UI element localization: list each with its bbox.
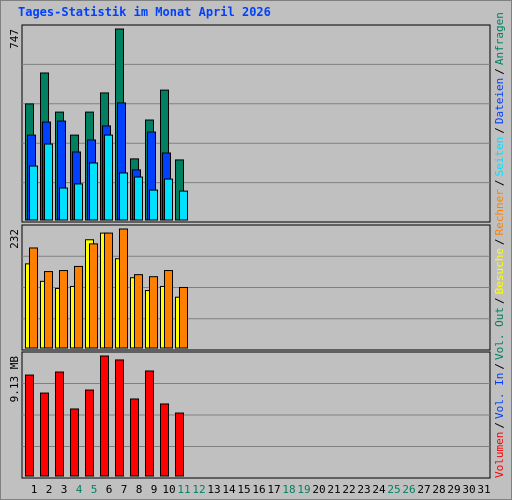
bar <box>175 412 184 477</box>
legend-separator: / <box>493 68 506 75</box>
bar <box>149 276 158 349</box>
legend-entry: Dateien <box>493 78 506 124</box>
x-tick-label: 15 <box>237 483 250 496</box>
bar <box>130 398 139 477</box>
x-tick-label: 21 <box>327 483 340 496</box>
bar <box>55 371 64 477</box>
x-tick-label: 20 <box>312 483 325 496</box>
bar <box>149 189 158 221</box>
legend-separator: / <box>493 238 506 245</box>
bar <box>89 162 98 221</box>
x-tick-label: 4 <box>76 483 83 496</box>
x-tick-label: 29 <box>447 483 460 496</box>
bar <box>44 271 53 349</box>
x-tick-label: 30 <box>462 483 475 496</box>
bar <box>160 403 169 477</box>
legend-separator: / <box>493 422 506 429</box>
x-tick-label: 25 <box>387 483 400 496</box>
x-tick-label: 12 <box>192 483 205 496</box>
x-tick-label: 11 <box>177 483 190 496</box>
x-tick-label: 22 <box>342 483 355 496</box>
bar <box>29 165 38 221</box>
legend-entry: Vol. Out <box>493 307 506 360</box>
bar <box>59 187 68 221</box>
x-tick-label: 5 <box>91 483 98 496</box>
legend-entry: Volumen <box>493 432 506 478</box>
x-tick-label: 31 <box>477 483 490 496</box>
bar <box>115 359 124 477</box>
bar <box>70 408 79 477</box>
bar <box>164 270 173 349</box>
chart-title: Tages-Statistik im Monat April 2026 <box>18 5 271 19</box>
bar <box>74 265 83 349</box>
bar <box>104 134 113 221</box>
bar <box>44 143 53 221</box>
bar <box>119 228 128 349</box>
bar <box>25 374 34 477</box>
y-max-label: 747 <box>8 29 21 49</box>
y-max-label: 232 <box>8 229 21 249</box>
x-tick-label: 19 <box>297 483 310 496</box>
bar <box>145 370 154 477</box>
legend-separator: / <box>493 179 506 186</box>
bar <box>164 178 173 221</box>
legend-entry: Anfragen <box>493 12 506 65</box>
y-max-label: 9.13 MB <box>8 356 21 403</box>
legend-entry: Rechner <box>493 189 506 236</box>
x-tick-label: 2 <box>46 483 53 496</box>
bar <box>59 270 68 349</box>
legend-entry: Seiten <box>493 137 506 177</box>
x-tick-label: 23 <box>357 483 370 496</box>
x-tick-label: 18 <box>282 483 295 496</box>
legend-entry: Besuche <box>493 248 506 294</box>
bar <box>100 355 109 477</box>
x-tick-label: 7 <box>121 483 128 496</box>
x-tick-label: 17 <box>267 483 280 496</box>
bar <box>85 389 94 477</box>
x-tick-label: 28 <box>432 483 445 496</box>
x-tick-label: 16 <box>252 483 265 496</box>
x-tick-label: 10 <box>162 483 175 496</box>
x-tick-label: 3 <box>61 483 68 496</box>
bar <box>40 392 49 477</box>
bar <box>134 176 143 221</box>
bar <box>134 274 143 349</box>
bar <box>119 172 128 221</box>
bar <box>179 190 188 221</box>
legend-separator: / <box>493 297 506 304</box>
x-tick-label: 13 <box>207 483 220 496</box>
x-tick-label: 9 <box>151 483 158 496</box>
x-tick-label: 8 <box>136 483 143 496</box>
bar <box>179 286 188 349</box>
x-tick-label: 24 <box>372 483 386 496</box>
x-tick-label: 1 <box>31 483 38 496</box>
legend: Volumen / Vol. In / Vol. Out / Besuche / Rechner… <box>493 12 506 478</box>
legend-separator: / <box>493 363 506 370</box>
bar <box>89 243 98 349</box>
legend-separator: / <box>493 127 506 134</box>
bar <box>29 247 38 349</box>
x-tick-label: 27 <box>417 483 430 496</box>
bar <box>74 183 83 221</box>
legend-entry: Vol. In <box>493 373 506 419</box>
x-tick-label: 26 <box>402 483 415 496</box>
x-tick-label: 6 <box>106 483 113 496</box>
bar <box>104 232 113 349</box>
x-tick-label: 14 <box>222 483 236 496</box>
